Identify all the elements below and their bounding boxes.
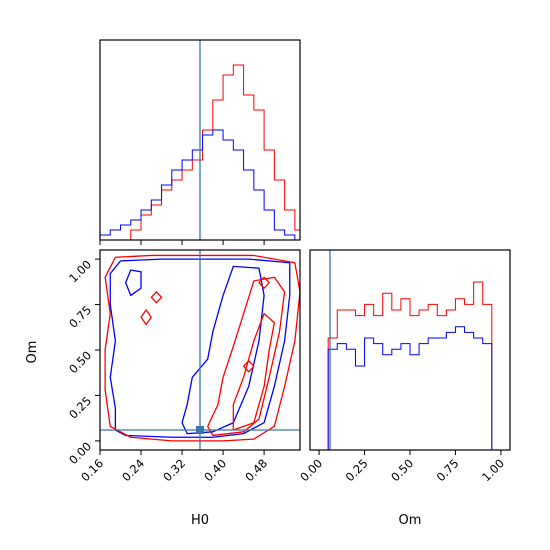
hist-h0-ticks (99, 240, 265, 245)
contour-red-middle (207, 276, 286, 437)
contour-blue-blob (124, 269, 142, 297)
hist-h0-series-red (100, 64, 301, 241)
hist-h0-frame (99, 39, 301, 241)
x-tick-label-om: 0.00 (297, 456, 325, 484)
contour-red-outer (104, 254, 301, 442)
hist-om-ticks: 0.00 0.25 0.50 0.75 1.00 (297, 450, 507, 484)
x-tick-label-om: 0.25 (343, 456, 371, 484)
contour-blue-inner (181, 265, 265, 435)
contour-red-island-4 (258, 276, 270, 289)
y-axis-label-om: Om (25, 341, 40, 364)
x-tick-label-h0: 0.24 (119, 456, 147, 484)
x-tick-label-h0: 0.32 (160, 456, 188, 484)
x-tick-label-om: 1.00 (479, 456, 507, 484)
x-tick-label-h0: 0.40 (201, 456, 229, 484)
y-tick-label-om: 0.75 (66, 303, 94, 331)
contour-red-island-1 (140, 309, 152, 326)
contour-panel: 0.16 0.24 0.32 0.40 0.480.000.250.500.751.00 (66, 249, 301, 484)
truth-marker (196, 426, 204, 434)
hist-om-panel: 0.00 0.25 0.50 0.75 1.00 (297, 249, 511, 484)
contour-red-island-2 (150, 291, 163, 304)
x-axis-label-h0: H0 (191, 513, 209, 528)
contour-blue-outer (109, 258, 291, 438)
hist-om-series-blue (310, 326, 510, 451)
contour-red-inner (232, 312, 276, 431)
y-tick-label-om: 1.00 (66, 257, 94, 285)
x-tick-label-h0: 0.48 (242, 456, 270, 484)
contour-red-island-3 (242, 360, 255, 373)
x-axis-label-om: Om (399, 513, 422, 528)
x-tick-label-om: 0.75 (434, 456, 462, 484)
hist-h0-panel (99, 39, 301, 245)
x-tick-label-om: 0.50 (388, 456, 416, 484)
y-tick-label-om: 0.50 (66, 348, 94, 376)
y-tick-label-om: 0.25 (66, 394, 94, 422)
hist-om-series-red (310, 281, 510, 451)
hist-om-bars (310, 281, 510, 451)
contour-lines (104, 254, 301, 442)
